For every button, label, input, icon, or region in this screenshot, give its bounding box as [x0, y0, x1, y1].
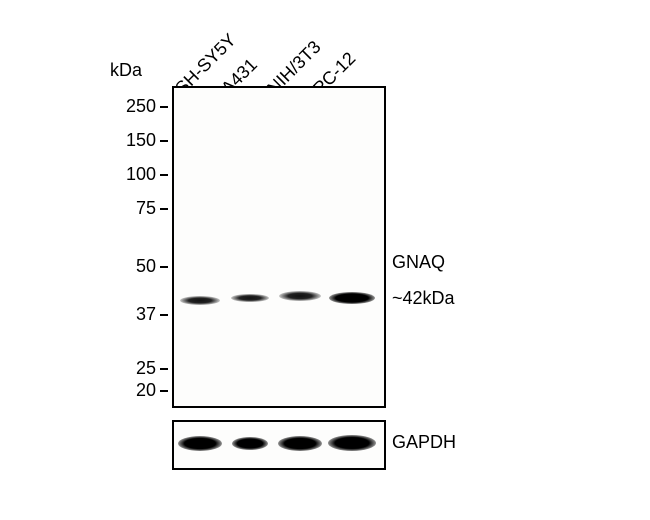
band — [231, 294, 269, 302]
mw-tick — [160, 174, 168, 176]
mw-label: 37 — [100, 304, 156, 325]
band — [278, 436, 322, 451]
mw-label: 100 — [100, 164, 156, 185]
band — [180, 296, 220, 305]
mw-label: 250 — [100, 96, 156, 117]
target-name-label: GNAQ — [392, 252, 445, 273]
loading-control-label: GAPDH — [392, 432, 456, 453]
mw-tick — [160, 266, 168, 268]
mw-label: 75 — [100, 198, 156, 219]
mw-label: 20 — [100, 380, 156, 401]
band — [279, 291, 321, 301]
mw-tick — [160, 106, 168, 108]
band — [328, 435, 376, 451]
mw-tick — [160, 390, 168, 392]
mw-tick — [160, 368, 168, 370]
mw-tick — [160, 140, 168, 142]
band — [232, 437, 268, 450]
mw-tick — [160, 208, 168, 210]
mw-tick — [160, 314, 168, 316]
main-blot — [172, 86, 386, 408]
band — [329, 292, 375, 304]
target-size-label: ~42kDa — [392, 288, 455, 309]
mw-label: 50 — [100, 256, 156, 277]
kda-header: kDa — [110, 60, 142, 81]
mw-label: 25 — [100, 358, 156, 379]
mw-label: 150 — [100, 130, 156, 151]
band — [178, 436, 222, 451]
